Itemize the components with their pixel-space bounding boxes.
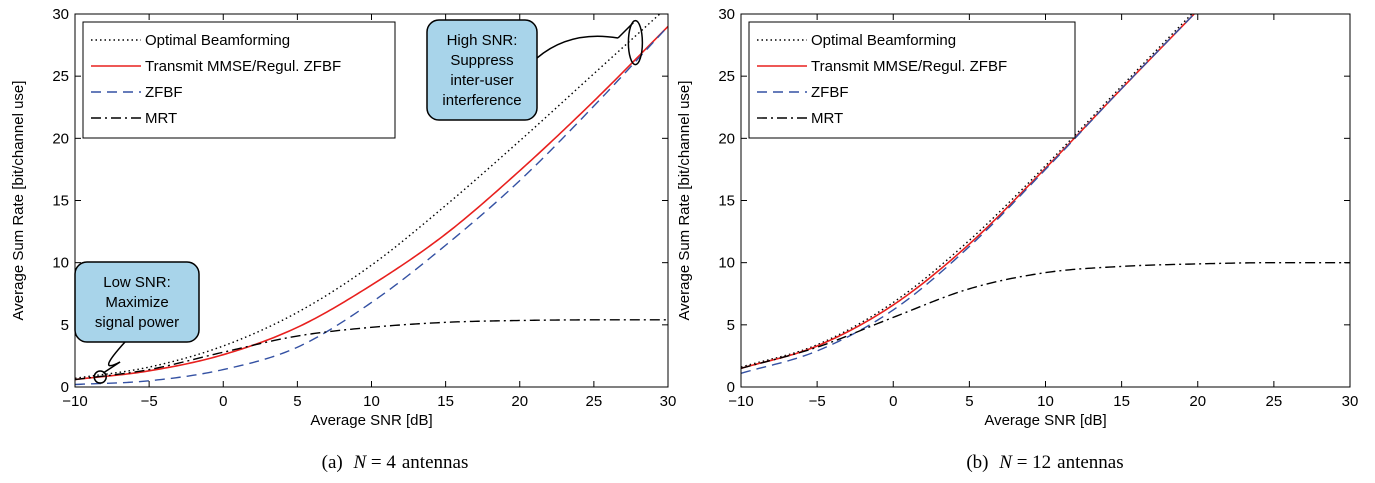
- callout-pointer: [617, 22, 634, 39]
- x-tick-label: 25: [586, 393, 603, 410]
- callout-pointer: [102, 361, 121, 374]
- y-tick-label: 0: [61, 379, 69, 396]
- callout-text: Maximize: [105, 294, 168, 311]
- chart-panel-b: −10 −5 0 5 10 15 20 25 30 0 5 10 15 20 25 30 Average SNR…: [676, 6, 1358, 473]
- series-line-mrt: [741, 261, 1350, 370]
- x-tick-label: 30: [660, 393, 677, 410]
- legend-label: MRT: [811, 110, 843, 127]
- annotation-callout: Low SNR: Maximize signal power: [74, 261, 200, 384]
- x-tick-label: 5: [293, 393, 301, 410]
- series-line-mrt: [75, 319, 668, 381]
- x-tick-label: 0: [219, 393, 227, 410]
- x-tick-label: 10: [1037, 393, 1054, 410]
- series-line-transmit-mmse-regul-zfbf: [75, 25, 668, 381]
- x-tick-label: 20: [1189, 393, 1206, 410]
- legend-label: Optimal Beamforming: [145, 32, 290, 49]
- x-tick-label: 20: [511, 393, 528, 410]
- legend-box: [748, 21, 1076, 139]
- figure-caption: (a) N = 4 antennas: [322, 452, 469, 473]
- y-tick-label: 5: [727, 317, 735, 334]
- caption-unit: antennas: [402, 452, 468, 473]
- y-tick-label: 15: [52, 193, 69, 210]
- x-tick-label: 15: [1113, 393, 1130, 410]
- legend: Optimal Beamforming Transmit MMSE/Regul. …: [748, 21, 1076, 139]
- callout-box: [426, 19, 538, 121]
- caption-eq: = 12: [1012, 452, 1051, 473]
- figure-caption: (b) N = 12 antennas: [966, 452, 1123, 473]
- y-tick-label: 20: [52, 130, 69, 147]
- caption-label: (b): [966, 452, 993, 473]
- y-tick-label: 5: [61, 317, 69, 334]
- y-tick-label: 25: [52, 68, 69, 85]
- callout-text: High SNR:: [447, 32, 518, 49]
- x-tick-label: 0: [889, 393, 897, 410]
- callout-text: Suppress: [450, 52, 513, 69]
- x-tick-label: 15: [437, 393, 454, 410]
- x-tick-label: 25: [1266, 393, 1283, 410]
- chart-panel-a: −10 −5 0 5 10 15 20 25 30 0 5 10 15 20 25 30 Average SNR…: [10, 6, 676, 473]
- callout-text: Low SNR:: [103, 274, 171, 291]
- annotation-callout: High SNR: Suppress inter-user interference: [426, 19, 644, 121]
- x-tick-label: 30: [1342, 393, 1359, 410]
- legend-label: ZFBF: [811, 84, 849, 101]
- callout-leader: [536, 35, 619, 59]
- caption-label: (a): [322, 452, 348, 473]
- callout-marker: [93, 370, 107, 384]
- callout-text: inter-user: [450, 72, 513, 89]
- series-group: [741, 14, 1350, 374]
- series-line-optimal-beamforming: [75, 14, 661, 379]
- y-tick-label: 25: [718, 68, 735, 85]
- callout-marker: [627, 19, 644, 66]
- caption-var: N: [998, 452, 1013, 473]
- x-tick-label: −5: [809, 393, 826, 410]
- x-tick-label: −10: [728, 393, 753, 410]
- y-axis-label: Average Sum Rate [bit/channel use]: [676, 81, 693, 321]
- y-tick-label: 30: [52, 6, 69, 23]
- x-axis-label: Average SNR [dB]: [984, 412, 1106, 429]
- y-tick-label: 30: [718, 6, 735, 23]
- x-tick-label: −5: [141, 393, 158, 410]
- y-tick-label: 20: [718, 130, 735, 147]
- x-tick-label: 5: [965, 393, 973, 410]
- legend-label: ZFBF: [145, 84, 183, 101]
- callout-box: [74, 261, 200, 343]
- y-tick-label: 10: [718, 255, 735, 272]
- series-line-optimal-beamforming: [741, 14, 1193, 368]
- legend-label: Optimal Beamforming: [811, 32, 956, 49]
- legend-label: Transmit MMSE/Regul. ZFBF: [811, 58, 1007, 75]
- y-tick-label: 10: [52, 255, 69, 272]
- legend: Optimal Beamforming Transmit MMSE/Regul. …: [82, 21, 396, 139]
- legend-label: Transmit MMSE/Regul. ZFBF: [145, 58, 341, 75]
- legend-label: MRT: [145, 110, 177, 127]
- caption-var: N: [352, 452, 367, 473]
- x-tick-label: 10: [363, 393, 380, 410]
- series-group: [75, 14, 668, 386]
- x-tick-label: −10: [62, 393, 87, 410]
- caption-eq: = 4: [366, 452, 396, 473]
- series-line-zfbf: [75, 25, 668, 386]
- callout-text: interference: [442, 92, 521, 109]
- y-axis-label: Average Sum Rate [bit/channel use]: [10, 81, 27, 321]
- x-axis-label: Average SNR [dB]: [310, 412, 432, 429]
- y-tick-label: 15: [718, 193, 735, 210]
- series-line-zfbf: [741, 14, 1196, 374]
- caption-unit: antennas: [1057, 452, 1123, 473]
- callout-text: signal power: [95, 314, 179, 331]
- y-tick-label: 0: [727, 379, 735, 396]
